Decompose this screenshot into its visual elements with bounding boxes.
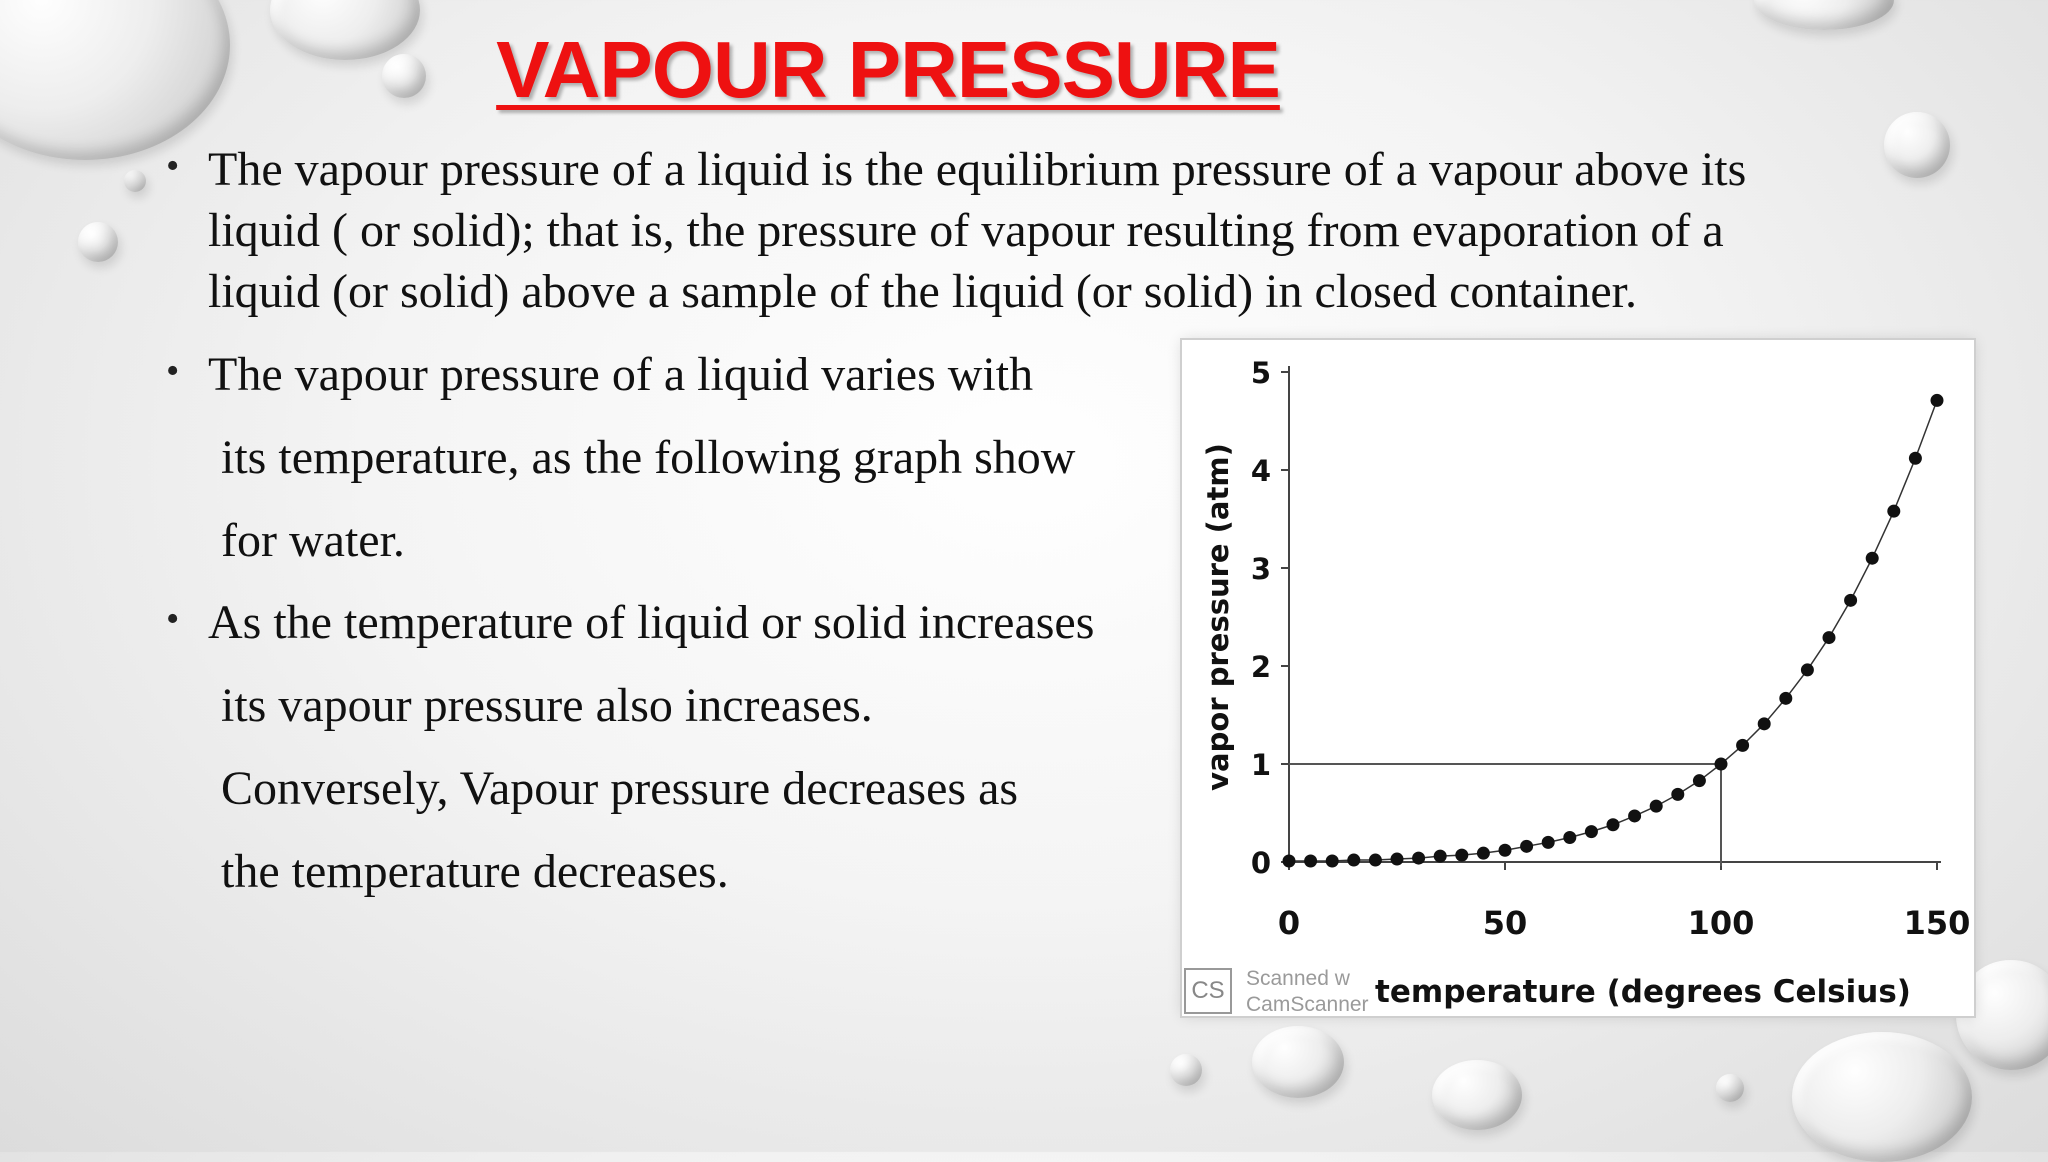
data-point — [1476, 846, 1490, 860]
water-drop-decoration — [1252, 1026, 1344, 1098]
data-point — [1412, 851, 1426, 865]
camscanner-logo-icon: CS — [1184, 968, 1232, 1014]
bullet-text-line: The vapour pressure of a liquid is the e… — [208, 143, 1747, 196]
data-point — [1671, 787, 1685, 801]
water-drop-decoration — [1432, 1060, 1522, 1130]
y-tick-label: 0 — [1251, 846, 1271, 880]
bullet-marker: • — [166, 350, 180, 392]
x-tick-label: 150 — [1904, 904, 1971, 942]
y-tick-label: 4 — [1251, 454, 1271, 488]
data-point — [1325, 854, 1339, 868]
watermark-line: CamScanner — [1246, 993, 1369, 1016]
data-point — [1887, 504, 1901, 518]
data-point — [1563, 831, 1577, 844]
watermark-text: Scanned w CamScanner — [1246, 966, 1369, 1018]
data-point — [1282, 854, 1296, 868]
y-tick-label: 2 — [1251, 650, 1271, 684]
bullet-marker: • — [166, 598, 180, 640]
data-curve — [1289, 400, 1938, 862]
data-point — [1304, 854, 1318, 868]
water-drop-decoration — [1716, 1074, 1744, 1102]
watermark-line: Scanned w — [1246, 967, 1350, 990]
y-tick-label: 1 — [1251, 748, 1271, 782]
bullet-text-line: its temperature, as the following graph … — [221, 431, 1076, 484]
data-point — [1822, 631, 1836, 645]
vapor-pressure-chart: 0 1 2 3 4 5 0 50 100 150 vapor pressure (atm) tempe… — [1182, 340, 1974, 1016]
x-axis-label: temperature (degrees Celsius) — [1375, 974, 1911, 1010]
camscanner-watermark: CS Scanned w CamScanner — [1182, 964, 1402, 1024]
data-point — [1865, 551, 1879, 565]
data-point — [1541, 835, 1555, 849]
data-point — [1390, 852, 1404, 866]
data-point — [1757, 717, 1771, 731]
data-point — [1584, 825, 1598, 839]
data-point — [1736, 738, 1750, 752]
data-point — [1498, 843, 1512, 857]
y-tick-label: 5 — [1251, 356, 1271, 390]
bullet-text-line: liquid ( or solid); that is, the pressur… — [208, 204, 1724, 257]
data-point — [1347, 853, 1361, 867]
x-tick-label: 100 — [1688, 904, 1755, 942]
data-point — [1368, 853, 1382, 867]
bullet-text-line: the temperature decreases. — [221, 845, 729, 898]
data-point — [1779, 691, 1793, 705]
water-drop-decoration — [124, 170, 146, 192]
bullet-text-line: Conversely, Vapour pressure decreases as — [221, 762, 1019, 815]
data-point — [1455, 848, 1469, 862]
water-drop-decoration — [78, 222, 118, 262]
bullet-text-line: for water. — [221, 514, 405, 567]
water-drop-decoration — [1792, 1032, 1972, 1162]
bullet-text-line: As the temperature of liquid or solid in… — [208, 596, 1095, 649]
slide-title: VAPOUR PRESSURE — [496, 25, 1281, 114]
water-drop-decoration — [1170, 1054, 1202, 1086]
y-axis-label: vapor pressure (atm) — [1201, 443, 1235, 791]
data-point — [1800, 663, 1814, 677]
data-point — [1433, 849, 1447, 863]
bullet-text-line: liquid (or solid) above a sample of the … — [208, 265, 1638, 318]
data-point — [1520, 839, 1534, 853]
data-point — [1908, 451, 1922, 465]
y-tick-label: 3 — [1251, 552, 1271, 586]
data-point — [1649, 799, 1663, 813]
bullet-marker: • — [166, 145, 180, 187]
bullet-text-line: The vapour pressure of a liquid varies w… — [208, 348, 1034, 401]
bullet-text-line: its vapour pressure also increases. — [221, 679, 873, 732]
water-drop-decoration — [382, 54, 426, 98]
data-point — [1930, 393, 1944, 407]
data-point — [1844, 593, 1858, 607]
data-point — [1628, 809, 1642, 823]
data-point — [1714, 757, 1728, 771]
water-drop-decoration — [1884, 112, 1950, 178]
data-point — [1692, 774, 1706, 788]
x-tick-label: 0 — [1278, 904, 1300, 942]
data-point — [1606, 818, 1620, 832]
x-tick-label: 50 — [1483, 904, 1528, 942]
